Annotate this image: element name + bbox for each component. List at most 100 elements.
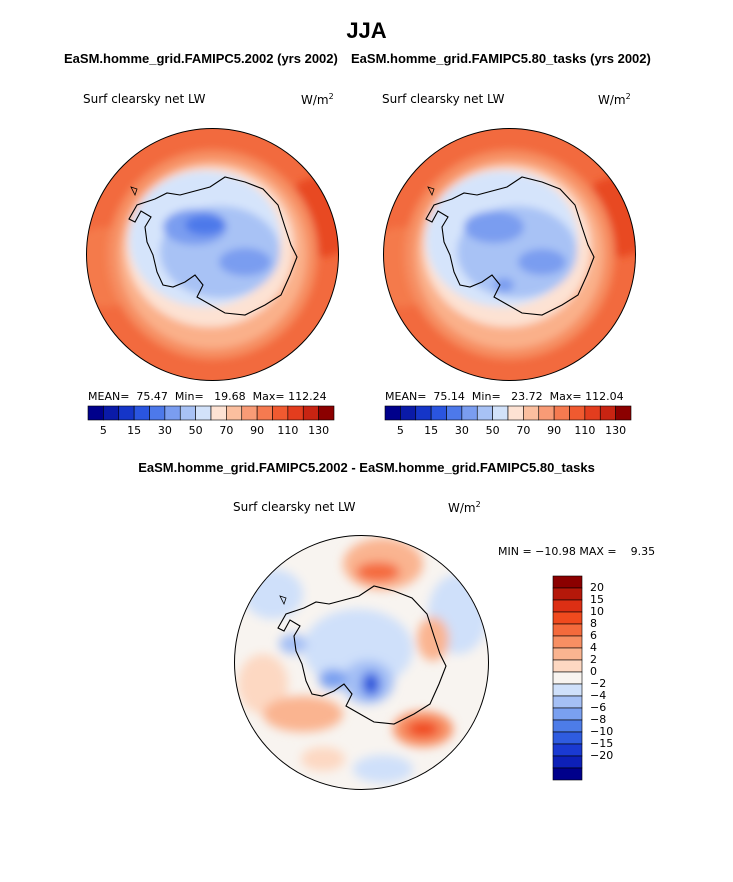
colorbar-swatch <box>256 405 273 421</box>
colorbar-swatch <box>318 405 335 421</box>
colorbar-swatch <box>302 405 319 421</box>
colorbar-swatch <box>476 405 493 421</box>
colorbar-swatch <box>241 405 258 421</box>
right-colorbar-ticks: 5 15 30 50 70 90 110 130 <box>385 424 631 438</box>
diff-colorbar-swatch <box>552 695 583 709</box>
colorbar-swatch <box>553 405 570 421</box>
diff-colorbar-tick-label: −6 <box>590 701 607 714</box>
diff-colorbar-swatch <box>552 743 583 757</box>
diff-colorbar-swatch <box>552 635 583 649</box>
colorbar-swatch <box>226 405 243 421</box>
colorbar-swatch <box>615 405 632 421</box>
diff-colorbar-swatch <box>552 683 583 697</box>
colorbar-swatch <box>103 405 120 421</box>
colorbar-swatch <box>492 405 509 421</box>
colorbar-swatch <box>210 405 227 421</box>
colorbar-swatch <box>599 405 616 421</box>
right-units-label: W/m2 <box>598 92 631 107</box>
diff-colorbar-tick-label: 8 <box>590 617 597 630</box>
left-stats: MEAN= 75.47 Min= 19.68 Max= 112.24 <box>88 390 327 403</box>
diff-colorbar-swatch <box>552 731 583 745</box>
diff-colorbar-tick-label: 15 <box>590 593 604 606</box>
colorbar-swatch <box>272 405 289 421</box>
diff-colorbar-tick-label: 2 <box>590 653 597 666</box>
colorbar-tick-label: 90 <box>547 424 562 437</box>
colorbar-tick-label: 110 <box>277 424 299 437</box>
diff-colorbar-tick-label: −15 <box>590 737 614 750</box>
colorbar-swatch <box>461 405 478 421</box>
diff-colorbar-tick-label: 10 <box>590 605 604 618</box>
colorbar-tick-label: 70 <box>219 424 234 437</box>
colorbar-swatch <box>87 405 104 421</box>
main-title: JJA <box>346 18 387 43</box>
colorbar-swatch <box>179 405 196 421</box>
diff-colorbar <box>552 575 583 781</box>
left-colorbar-ticks: 5 15 30 50 70 90 110 130 <box>88 424 334 438</box>
diff-colorbar-tick-label: −4 <box>590 689 607 702</box>
colorbar-swatch <box>164 405 181 421</box>
diff-units-label: W/m2 <box>448 500 481 515</box>
colorbar-swatch <box>430 405 447 421</box>
colorbar-swatch <box>287 405 304 421</box>
colorbar-swatch <box>384 405 401 421</box>
colorbar-tick-label: 50 <box>188 424 203 437</box>
diff-colorbar-swatch <box>552 659 583 673</box>
diff-colorbar-tick-label: 4 <box>590 641 597 654</box>
colorbar-tick-label: 130 <box>605 424 627 437</box>
colorbar-swatch <box>523 405 540 421</box>
diff-colorbar-ticks: 20 15 10 8 6 4 2 0 −2 −4 −6 −8 −10 −15 −20 <box>590 576 630 780</box>
diff-colorbar-swatch <box>552 755 583 769</box>
right-stats: MEAN= 75.14 Min= 23.72 Max= 112.04 <box>385 390 624 403</box>
colorbar-swatch <box>133 405 150 421</box>
diff-colorbar-tick-label: −8 <box>590 713 607 726</box>
diff-colorbar-tick-label: −2 <box>590 677 607 690</box>
diff-colorbar-tick-label: 6 <box>590 629 597 642</box>
diff-colorbar-swatch <box>552 611 583 625</box>
colorbar-swatch <box>149 405 166 421</box>
diff-colorbar-swatch <box>552 707 583 721</box>
diff-colorbar-tick-label: 20 <box>590 581 604 594</box>
diff-colorbar-swatch <box>552 671 583 685</box>
diff-panel-subtitle: EaSM.homme_grid.FAMIPC5.2002 - EaSM.homm… <box>138 460 595 475</box>
diff-colorbar-swatch <box>552 575 583 589</box>
colorbar-tick-label: 70 <box>516 424 531 437</box>
left-units-label: W/m2 <box>301 92 334 107</box>
left-panel-subtitle: EaSM.homme_grid.FAMIPC5.2002 (yrs 2002) <box>64 51 338 66</box>
colorbar-swatch <box>400 405 417 421</box>
diff-colorbar-swatch <box>552 587 583 601</box>
colorbar-tick-label: 30 <box>157 424 172 437</box>
left-colorbar <box>87 405 335 421</box>
colorbar-tick-label: 15 <box>424 424 439 437</box>
colorbar-swatch <box>195 405 212 421</box>
right-colorbar <box>384 405 632 421</box>
colorbar-tick-label: 5 <box>99 424 107 437</box>
right-variable-label: Surf clearsky net LW <box>382 92 505 106</box>
colorbar-swatch <box>569 405 586 421</box>
colorbar-swatch <box>538 405 555 421</box>
colorbar-swatch <box>584 405 601 421</box>
diff-colorbar-swatch <box>552 599 583 613</box>
diff-colorbar-swatch <box>552 647 583 661</box>
diff-polar-map <box>234 535 489 790</box>
colorbar-tick-label: 90 <box>250 424 265 437</box>
colorbar-tick-label: 30 <box>454 424 469 437</box>
diff-colorbar-tick-label: −20 <box>590 749 614 762</box>
colorbar-swatch <box>446 405 463 421</box>
left-variable-label: Surf clearsky net LW <box>83 92 206 106</box>
colorbar-tick-label: 50 <box>485 424 500 437</box>
diff-minmax: MIN = −10.98 MAX = 9.35 <box>498 545 656 558</box>
diff-colorbar-tick-label: 0 <box>590 665 597 678</box>
right-panel-subtitle: EaSM.homme_grid.FAMIPC5.80_tasks (yrs 20… <box>351 51 651 66</box>
diff-variable-label: Surf clearsky net LW <box>233 500 356 514</box>
diff-colorbar-swatch <box>552 719 583 733</box>
colorbar-swatch <box>415 405 432 421</box>
left-polar-map <box>86 128 339 381</box>
colorbar-tick-label: 15 <box>127 424 142 437</box>
colorbar-tick-label: 110 <box>574 424 596 437</box>
colorbar-swatch <box>118 405 135 421</box>
right-polar-map <box>383 128 636 381</box>
colorbar-tick-label: 5 <box>396 424 404 437</box>
diff-colorbar-swatch <box>552 623 583 637</box>
diff-colorbar-swatch <box>552 767 583 781</box>
colorbar-tick-label: 130 <box>308 424 330 437</box>
